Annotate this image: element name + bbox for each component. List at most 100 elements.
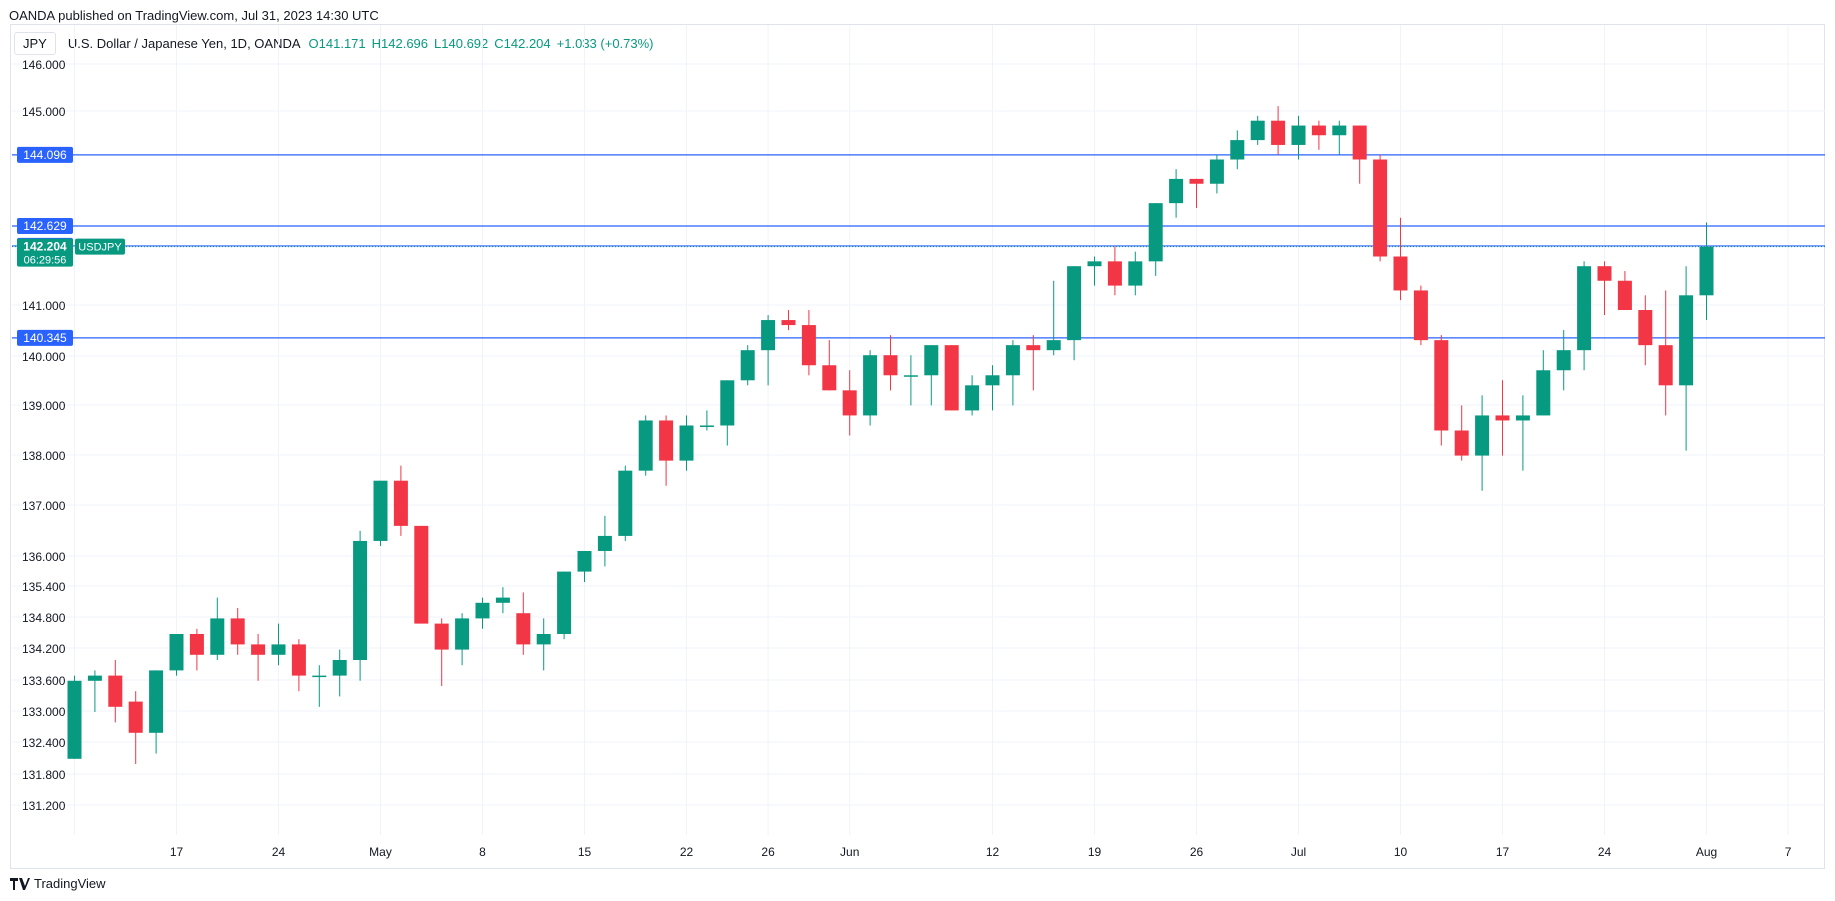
candle (189, 628, 204, 671)
candle-body (1454, 430, 1469, 456)
candle (699, 410, 714, 431)
candle (1026, 335, 1041, 391)
candle (495, 587, 510, 614)
y-tick-label: 141.000 (22, 299, 66, 313)
candle-body (577, 550, 592, 572)
x-tick-label: 7 (1785, 845, 1792, 859)
candle-body (883, 355, 898, 376)
candle-body (720, 380, 735, 426)
current-price-box (17, 238, 73, 267)
price-line-label-bg (17, 329, 73, 346)
candle (944, 345, 959, 411)
y-tick-label: 137.000 (22, 499, 66, 513)
x-tick-label: 22 (680, 845, 694, 859)
candle-body (1230, 140, 1245, 160)
candle-body (1291, 125, 1306, 145)
y-tick-label: 139.000 (22, 399, 66, 413)
candle-body (1393, 256, 1408, 291)
candle (618, 465, 633, 541)
candle-body (1597, 266, 1612, 281)
candle-body (1373, 159, 1388, 257)
candle (761, 315, 776, 386)
footer: TradingView (10, 876, 106, 891)
price-labels: 144.096142.629142.218140.345142.20406:29… (17, 146, 125, 346)
candle-body (536, 634, 551, 645)
candle-body (1311, 125, 1326, 136)
symbol-tag-bg (75, 238, 125, 255)
price-line-label-bg (17, 217, 73, 234)
candle-body (801, 325, 816, 366)
y-tick-label: 146.000 (22, 58, 66, 72)
candle (149, 670, 164, 754)
candle-body (1352, 125, 1367, 160)
candle (414, 525, 429, 624)
y-tick-label: 134.200 (22, 642, 66, 656)
candle-body (87, 675, 102, 681)
candle-body (393, 480, 408, 526)
candle-body (659, 420, 674, 461)
instrument-title: U.S. Dollar / Japanese Yen, 1D, OANDA (67, 35, 301, 51)
price-axis[interactable]: 146.000 145.000 141.000 140.000 139.000 138.0… (22, 58, 66, 813)
candle (1638, 295, 1653, 366)
candle (87, 670, 102, 712)
candle-body (1250, 120, 1265, 141)
candle (1556, 330, 1571, 391)
ohlc-change: +1.033 (+0.73%) (556, 35, 654, 51)
candle-body (414, 525, 429, 624)
y-tick-label: 135.400 (22, 580, 66, 594)
candle (393, 465, 408, 536)
candle-body (312, 675, 327, 678)
x-tick-label: 17 (170, 845, 184, 859)
candle (1209, 154, 1224, 194)
y-tick-label: 133.600 (22, 674, 66, 688)
candle-body (557, 571, 572, 634)
candle-body (903, 375, 918, 377)
candle-body (1536, 370, 1551, 416)
candle-body (761, 320, 776, 351)
candle-body (1475, 415, 1490, 456)
candle-body (189, 634, 204, 655)
time-axis[interactable]: 17 24 May 8 15 22 26 Jun 12 19 26 Jul 10 17 24 Aug 7 (170, 845, 1792, 859)
candle (1373, 154, 1388, 262)
candle (1597, 261, 1612, 316)
candle-body (679, 425, 694, 461)
candle-body (373, 480, 388, 541)
horizontal-lines[interactable] (12, 154, 1825, 339)
candle (740, 345, 755, 386)
candle-body (638, 420, 653, 471)
candle (169, 634, 184, 676)
candle (1291, 115, 1306, 160)
candle (332, 649, 347, 697)
candle (1352, 125, 1367, 184)
symbol-search-button[interactable]: JPY (14, 31, 56, 55)
candle (801, 310, 816, 376)
candle-body (944, 345, 959, 411)
candle-body (1026, 345, 1041, 351)
candle (924, 345, 939, 406)
candle (1148, 203, 1163, 276)
candle-body (1189, 178, 1204, 184)
candle-body (1577, 266, 1592, 351)
candle (475, 597, 490, 629)
candle (1515, 395, 1530, 471)
candle (536, 618, 551, 671)
price-line-label: 144.096 (23, 148, 67, 162)
candle (1189, 178, 1204, 208)
candle (1230, 130, 1245, 170)
candle-body (740, 350, 755, 381)
candle (1475, 395, 1490, 491)
candle-body (149, 670, 164, 733)
y-tick-label: 131.800 (22, 768, 66, 782)
candle-body (1332, 125, 1347, 136)
candle (1495, 380, 1510, 456)
candle-body (67, 680, 82, 759)
candle (1454, 405, 1469, 461)
candle-body (128, 701, 143, 733)
y-tick-label: 138.000 (22, 449, 66, 463)
candle (434, 618, 449, 686)
grid-lines (12, 25, 1825, 835)
candle (516, 592, 531, 655)
candle-body (1169, 178, 1184, 204)
candle-body (230, 618, 245, 645)
